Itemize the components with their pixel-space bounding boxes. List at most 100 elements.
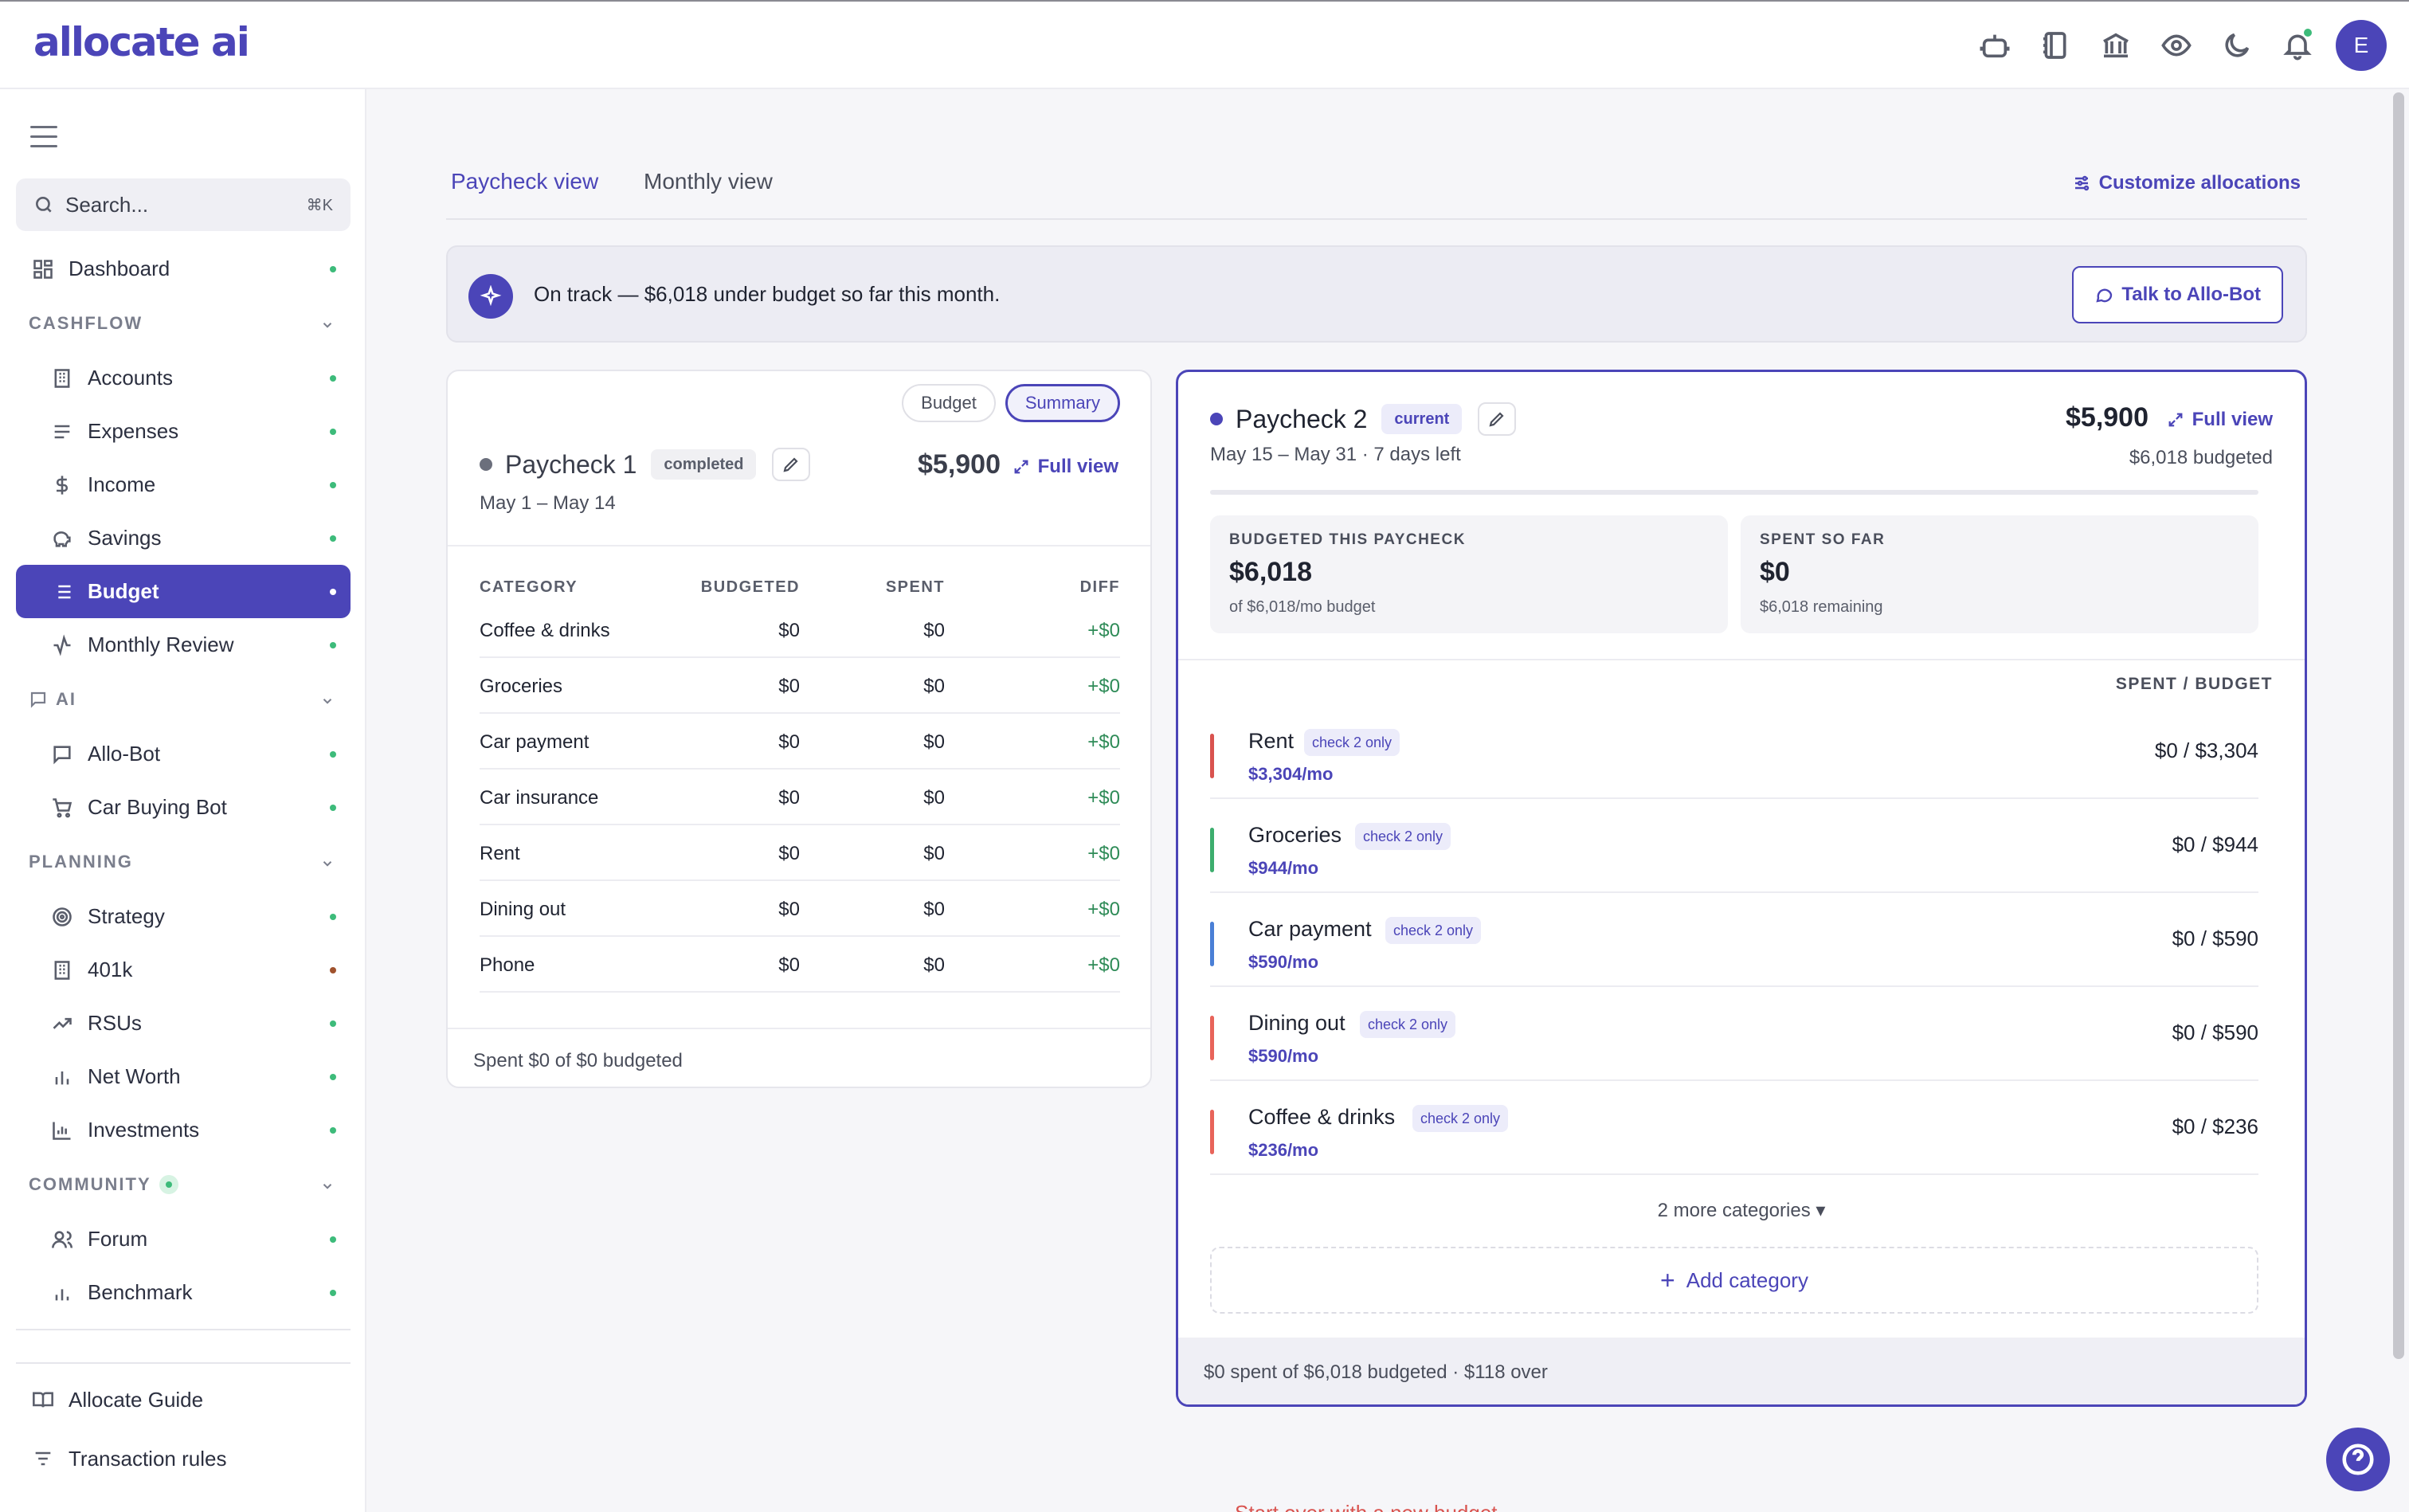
bank-icon[interactable]: [2086, 19, 2146, 72]
budget-toggle-button[interactable]: Budget: [902, 384, 996, 422]
status-dot: [330, 266, 336, 272]
cell-category: Phone: [480, 954, 535, 976]
start-over-link[interactable]: Start over with a new budget: [1235, 1501, 1498, 1512]
avatar[interactable]: E: [2336, 20, 2387, 71]
talk-to-allo-bot-button[interactable]: Talk to Allo-Bot: [2072, 266, 2283, 323]
tab-monthly-view[interactable]: Monthly view: [644, 169, 773, 194]
moon-icon[interactable]: [2207, 19, 2267, 72]
book-icon: [32, 1389, 54, 1411]
table-row[interactable]: Rent $0 $0 +$0: [480, 825, 1120, 881]
sidebar-item-forum[interactable]: Forum: [16, 1212, 351, 1266]
sidebar-item-savings[interactable]: Savings: [16, 511, 351, 565]
bell-icon[interactable]: [2267, 19, 2328, 72]
table-row[interactable]: Phone $0 $0 +$0: [480, 937, 1120, 993]
sidebar-item-accounts[interactable]: Accounts: [16, 351, 351, 405]
sidebar-item-401k[interactable]: 401k: [16, 943, 351, 997]
category-amount: $0 / $590: [2172, 1020, 2258, 1044]
paycheck-footer: $0 spent of $6,018 budgeted · $118 over: [1178, 1338, 2305, 1404]
table-header: CATEGORY BUDGETED SPENT DIFF: [480, 570, 1120, 610]
col-spent: SPENT: [885, 578, 945, 596]
sidebar-item-net-worth[interactable]: Net Worth: [16, 1050, 351, 1103]
sidebar-item-dashboard[interactable]: Dashboard: [16, 242, 351, 296]
table-row[interactable]: Dining out $0 $0 +$0: [480, 881, 1120, 937]
sidebar-item-income[interactable]: Income: [16, 458, 351, 511]
customize-allocations-button[interactable]: Customize allocations: [2072, 172, 2301, 194]
add-category-button[interactable]: + Add category: [1210, 1247, 2258, 1314]
app-logo[interactable]: allocate ai: [33, 19, 250, 65]
table-row[interactable]: Coffee & drinks $0 $0 +$0: [480, 602, 1120, 658]
sidebar-item-monthly-review[interactable]: Monthly Review: [16, 618, 351, 672]
status-dot: [330, 642, 336, 648]
chevron-down-icon: [320, 692, 335, 707]
paycheck-header: Paycheck 2 current: [1210, 402, 1517, 436]
full-view-link[interactable]: Full view: [1013, 456, 1118, 478]
section-cashflow[interactable]: CASHFLOW: [16, 296, 351, 351]
notebook-icon[interactable]: [2025, 19, 2086, 72]
spending-progress-bar: [1210, 490, 2258, 495]
cell-category: Car insurance: [480, 787, 599, 809]
list-item[interactable]: Coffee & drinks check 2 only $236/mo $0 …: [1210, 1081, 2258, 1175]
list-item[interactable]: Dining out check 2 only $590/mo $0 / $59…: [1210, 987, 2258, 1081]
category-tag: check 2 only: [1304, 729, 1400, 756]
status-dot: [330, 535, 336, 542]
full-view-link[interactable]: Full view: [2167, 409, 2273, 431]
more-categories-toggle[interactable]: 2 more categories ▾: [1657, 1200, 1826, 1221]
stat-value: $6,018: [1229, 557, 1312, 587]
sidebar-divider: [16, 1362, 351, 1364]
sidebar-item-label: Allo-Bot: [88, 742, 161, 766]
sidebar-item-car-buying-bot[interactable]: Car Buying Bot: [16, 781, 351, 834]
sidebar-item-label: Budget: [88, 579, 159, 603]
section-label: CASHFLOW: [29, 313, 143, 333]
list-item[interactable]: Car payment check 2 only $590/mo $0 / $5…: [1210, 893, 2258, 987]
sidebar-item-transaction-rules[interactable]: Transaction rules: [16, 1429, 351, 1488]
table-row[interactable]: Car payment $0 $0 +$0: [480, 714, 1120, 770]
stat-sub: of $6,018/mo budget: [1229, 598, 1376, 616]
cell-category: Car payment: [480, 731, 590, 753]
edit-paycheck-button[interactable]: [772, 448, 811, 481]
sidebar-item-label: Investments: [88, 1118, 200, 1142]
sidebar-item-allo-bot[interactable]: Allo-Bot: [16, 727, 351, 781]
scrollbar[interactable]: [2393, 92, 2404, 1359]
help-button[interactable]: [2326, 1428, 2390, 1491]
eye-icon[interactable]: [2146, 19, 2207, 72]
stat-budgeted-this-paycheck: BUDGETED THIS PAYCHECK $6,018 of $6,018/…: [1210, 515, 1728, 633]
community-status-icon: [159, 1175, 178, 1194]
col-budgeted: BUDGETED: [700, 578, 800, 596]
sidebar-item-benchmark[interactable]: Benchmark: [16, 1266, 351, 1319]
edit-paycheck-button[interactable]: [1478, 402, 1517, 436]
table-row[interactable]: Car insurance $0 $0 +$0: [480, 770, 1120, 825]
category-amount: $0 / $3,304: [2154, 738, 2258, 762]
section-planning[interactable]: PLANNING: [16, 834, 351, 890]
sidebar-item-guide[interactable]: Allocate Guide: [16, 1370, 351, 1429]
cart-icon: [51, 797, 73, 819]
menu-toggle-icon[interactable]: [30, 126, 57, 150]
robot-icon[interactable]: [1964, 19, 2025, 72]
sidebar-item-investments[interactable]: Investments: [16, 1103, 351, 1157]
col-category: CATEGORY: [480, 578, 578, 596]
view-toggle: Budget Summary: [902, 384, 1120, 422]
summary-toggle-button[interactable]: Summary: [1005, 384, 1120, 422]
sidebar-item-expenses[interactable]: Expenses: [16, 405, 351, 458]
status-dot: [330, 1236, 336, 1243]
paycheck-bullet: [1210, 413, 1223, 425]
sidebar-item-budget[interactable]: Budget: [16, 565, 351, 618]
pencil-icon: [783, 457, 799, 472]
paycheck-title: Paycheck 2: [1236, 404, 1368, 433]
category-tag: check 2 only: [1360, 1011, 1456, 1038]
table-row[interactable]: Groceries $0 $0 +$0: [480, 658, 1120, 714]
sidebar-item-strategy[interactable]: Strategy: [16, 890, 351, 943]
section-community[interactable]: COMMUNITY: [16, 1157, 351, 1212]
section-ai[interactable]: AI: [16, 672, 351, 727]
section-label: PLANNING: [29, 852, 133, 872]
search-input[interactable]: Search... ⌘K: [16, 178, 351, 231]
list-item[interactable]: Groceries check 2 only $944/mo $0 / $944: [1210, 799, 2258, 893]
sidebar-item-rsus[interactable]: RSUs: [16, 997, 351, 1050]
tab-paycheck-view[interactable]: Paycheck view: [451, 169, 599, 194]
cell-spent: $0: [923, 843, 945, 864]
cell-category: Rent: [480, 843, 520, 864]
category-monthly: $590/mo: [1248, 952, 1319, 972]
category-color-stripe: [1210, 1110, 1214, 1154]
cell-diff: +$0: [1087, 899, 1120, 920]
list-item[interactable]: Rent check 2 only $3,304/mo $0 / $3,304: [1210, 705, 2258, 799]
chevron-down-icon: [320, 1177, 335, 1192]
